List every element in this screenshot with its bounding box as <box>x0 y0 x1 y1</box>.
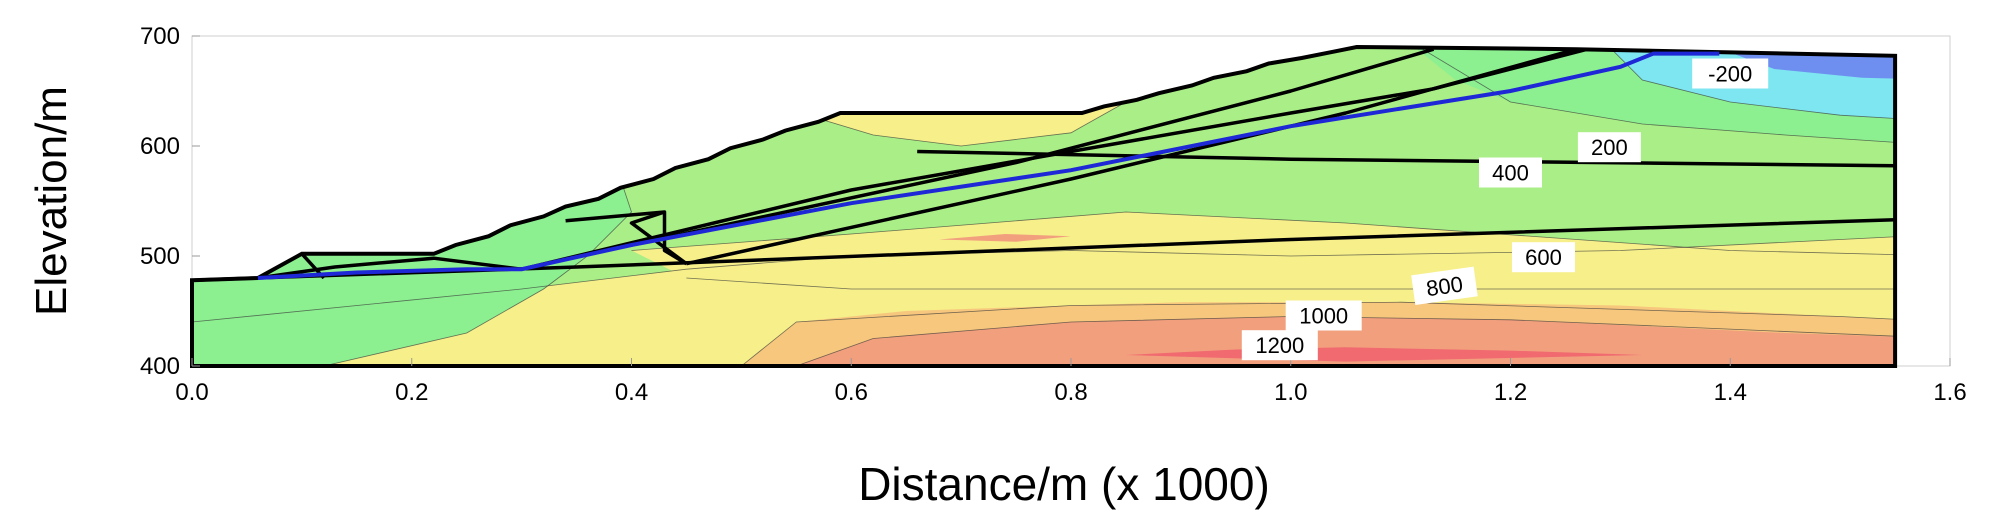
band-orange-spot <box>939 234 1071 242</box>
isoline-6 <box>796 316 1896 366</box>
contour-label-box <box>1241 330 1318 361</box>
contour-label: 800 <box>1411 266 1478 306</box>
slip-surface <box>257 51 1720 280</box>
y-axis-title: Elevation/m <box>27 86 76 316</box>
y-tick-label: 500 <box>140 243 180 270</box>
contour-label: -200 <box>1692 58 1769 89</box>
x-axis-title: Distance/m (x 1000) <box>858 458 1270 510</box>
contour-label: 400 <box>1479 157 1542 188</box>
contour-label-box <box>1479 157 1542 188</box>
contour-label-text: -200 <box>1708 62 1752 87</box>
contour-labels: -200 200 400 600 800 1000 1200 <box>1241 58 1769 361</box>
contour-label-text: 600 <box>1525 245 1562 270</box>
contour-label-text: 400 <box>1492 161 1529 186</box>
contour-label: 600 <box>1512 242 1575 273</box>
band-yellow-core <box>631 212 1896 289</box>
isoline-4 <box>686 277 1896 290</box>
x-tick-label: 1.2 <box>1494 379 1527 406</box>
y-tick-label: 600 <box>140 133 180 160</box>
stratum-line-5 <box>631 47 1435 247</box>
stratum-line-9 <box>257 256 522 280</box>
y-axis: 400 500 600 700 <box>140 23 200 380</box>
contour-fill <box>192 47 1896 366</box>
x-axis: 0.0 0.2 0.4 0.6 0.8 1.0 1.2 1.4 1.6 <box>175 358 1967 406</box>
x-tick-label: 1.6 <box>1933 379 1966 406</box>
isoline-8 <box>323 145 632 366</box>
y-tick-label: 400 <box>140 353 180 380</box>
contour-label: 1000 <box>1285 300 1362 331</box>
stratum-line-7 <box>565 210 688 266</box>
contour-label-box <box>1512 242 1575 273</box>
band-blue <box>1708 47 1896 80</box>
contour-label-text: 1200 <box>1255 333 1304 358</box>
x-tick-label: 0.8 <box>1054 379 1087 406</box>
x-tick-label: 0.4 <box>615 379 648 406</box>
x-tick-label: 1.0 <box>1274 379 1307 406</box>
contour-label-box <box>1692 58 1769 89</box>
contour-label-box <box>1411 266 1478 306</box>
stratum-line-4 <box>686 47 1577 266</box>
contour-label-text: 200 <box>1591 135 1628 160</box>
y-tick-label: 700 <box>140 23 180 50</box>
x-tick-label: 0.0 <box>175 379 208 406</box>
slope-outline <box>190 44 1898 368</box>
band-deep-orange <box>796 316 1896 366</box>
contour-label-box <box>1285 300 1362 331</box>
isoline-9 <box>763 101 1127 147</box>
isoline-5 <box>741 301 1896 366</box>
contour-label: 200 <box>1577 132 1641 163</box>
stratum-line-6 <box>629 210 688 266</box>
contour-label-text: 1000 <box>1299 304 1348 329</box>
contour-label: 1200 <box>1241 330 1318 361</box>
contour-label-text: 800 <box>1425 271 1465 301</box>
x-tick-label: 0.2 <box>395 379 428 406</box>
contour-label-box <box>1577 132 1641 163</box>
x-tick-label: 1.4 <box>1714 379 1747 406</box>
contour-lines <box>192 47 1896 366</box>
x-tick-label: 0.6 <box>835 379 868 406</box>
